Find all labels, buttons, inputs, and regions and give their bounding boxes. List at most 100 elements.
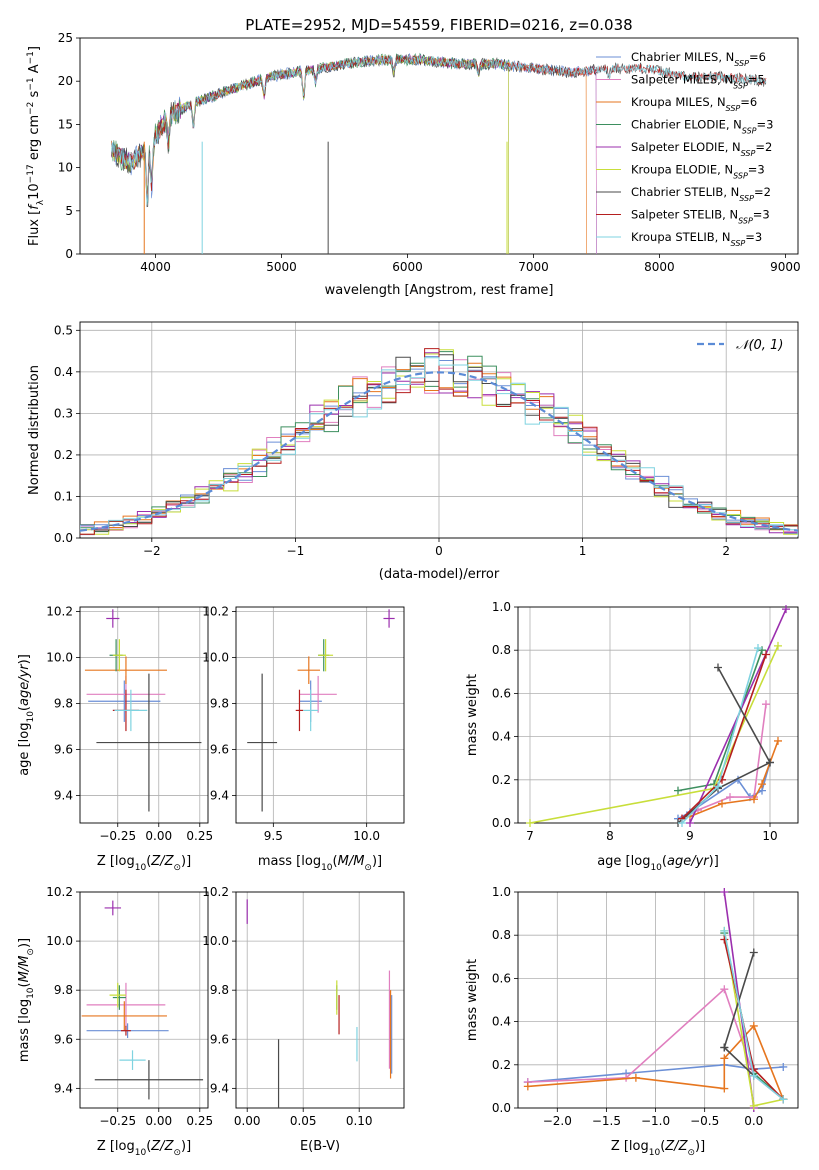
x-tick-label: 7000	[518, 260, 549, 274]
y-tick-label: 5	[65, 204, 73, 218]
y-tick-label: 0.2	[492, 1058, 511, 1072]
x-tick-label: −1	[287, 544, 305, 558]
y-tick-label: 9.8	[54, 697, 73, 711]
mass-weight-marker	[749, 948, 758, 957]
y-tick-label: 10.2	[46, 885, 73, 899]
x-axis-label: E(B-V)	[300, 1139, 340, 1154]
mass-weight-marker	[758, 780, 766, 789]
x-tick-label: 0.0	[744, 1114, 763, 1128]
x-tick-label: 0.25	[186, 829, 213, 843]
figure-title: PLATE=2952, MJD=54559, FIBERID=0216, z=0…	[245, 16, 632, 34]
y-tick-label: 10.0	[46, 651, 73, 665]
legend-label: Salpeter MILES, NSSP=5	[631, 73, 765, 91]
y-tick-label: 0.0	[54, 531, 73, 545]
mass-weight-marker	[526, 819, 534, 827]
y-tick-label: 10.2	[46, 605, 73, 619]
axes-frame	[517, 891, 799, 1109]
y-tick-label: 9.6	[54, 1032, 73, 1046]
spectrum-panel: 4000 5000 6000 7000 8000 9000 0 5 10 15 20 25 Chabri…	[26, 31, 801, 298]
x-tick-label: −1.0	[641, 1114, 670, 1128]
x-tick-label: 0.25	[186, 1114, 213, 1128]
x-tick-label: −0.25	[99, 1114, 136, 1128]
y-tick-label: 10.2	[202, 885, 229, 899]
mass-weight-marker	[762, 650, 770, 659]
x-tick-label: 7	[526, 829, 534, 843]
x-tick-label: 0	[435, 544, 443, 558]
y-tick-label: 0.0	[492, 816, 511, 830]
mass-weight-marker	[720, 888, 729, 896]
x-tick-label: 0.10	[346, 1114, 373, 1128]
mass-weight-marker	[720, 985, 729, 994]
mass-weight-marker	[718, 799, 726, 808]
x-tick-label: −2	[143, 544, 161, 558]
mass-weight-marker	[749, 1071, 758, 1080]
x-axis-label: Z [log10(Z/Z⊙)]	[97, 1139, 191, 1158]
x-tick-label: −0.5	[690, 1114, 719, 1128]
axes-frame	[79, 891, 209, 1109]
mass-weight-marker	[782, 605, 790, 614]
y-tick-label: 10.0	[46, 934, 73, 948]
y-tick-label: 9.4	[210, 788, 229, 802]
y-axis-label: mass weight	[465, 959, 480, 1041]
y-tick-label: 9.8	[210, 983, 229, 997]
legend-label: 𝒩(0, 1)	[736, 338, 783, 353]
x-tick-label: 10	[762, 829, 777, 843]
y-tick-label: 9.4	[54, 1081, 73, 1095]
y-tick-label: 0	[65, 247, 73, 261]
y-axis-label: Flux [fλ10−17 erg cm−2 s−1 A−1]	[26, 46, 46, 246]
mass-weight-marker	[754, 644, 762, 653]
mass-weight-marker	[720, 1043, 729, 1052]
x-tick-label: 2	[722, 544, 730, 558]
mass-weight-marker	[779, 1095, 788, 1104]
mass-weight-vs-age-panel: 7 8 9 10 0.0 0.2 0.4 0.6 0.8 1.0 age [log10(age/yr…	[465, 600, 799, 873]
y-tick-label: 9.6	[54, 742, 73, 756]
x-tick-label: 1	[579, 544, 587, 558]
y-tick-label: 9.8	[210, 697, 229, 711]
y-axis-label: Normed distribution	[27, 365, 42, 495]
mass-weight-marker	[779, 1062, 788, 1071]
legend-label: Salpeter STELIB, NSSP=3	[631, 208, 770, 226]
axes-frame	[79, 606, 209, 824]
spectrum-line	[111, 54, 767, 205]
y-tick-label: 10.0	[202, 934, 229, 948]
mass-weight-marker	[774, 641, 782, 650]
x-axis-label: age [log10(age/yr)]	[597, 854, 719, 873]
mass-weight-marker	[631, 1073, 640, 1082]
x-tick-label: 8	[606, 829, 614, 843]
y-tick-label: 0.2	[54, 448, 73, 462]
y-tick-label: 15	[58, 117, 73, 131]
axes-frame	[517, 606, 799, 824]
legend-label: Salpeter ELODIE, NSSP=2	[631, 140, 772, 158]
x-tick-label: −0.25	[99, 829, 136, 843]
y-axis-label: age [log10(age/yr)]	[17, 654, 36, 776]
mass-weight-marker	[674, 786, 682, 795]
x-tick-label: −1.5	[592, 1114, 621, 1128]
x-axis-label: Z [log10(Z/Z⊙)]	[611, 1139, 705, 1158]
mass-weight-marker	[720, 1054, 729, 1063]
y-tick-label: 0.2	[492, 773, 511, 787]
y-tick-label: 0.6	[492, 971, 511, 985]
legend-label: Chabrier ELODIE, NSSP=3	[631, 118, 773, 136]
mass-weight-marker	[720, 935, 729, 944]
mass-vs-metallicity-panel: −0.25 0.00 0.25 9.4 9.6 9.8 10.0 10.2 Z [log10(Z…	[17, 885, 213, 1158]
x-tick-label: 8000	[644, 260, 675, 274]
axes-frame	[79, 37, 799, 255]
x-tick-label: 4000	[140, 260, 171, 274]
y-tick-label: 0.4	[492, 1015, 511, 1029]
y-tick-label: 0.4	[492, 730, 511, 744]
mass-weight-marker	[686, 819, 694, 827]
x-tick-label: −2.0	[543, 1114, 572, 1128]
x-tick-label: 0.00	[145, 829, 172, 843]
y-tick-label: 9.6	[210, 1032, 229, 1046]
x-tick-label: 0.00	[234, 1114, 261, 1128]
axes-frame	[79, 321, 799, 539]
y-axis-label: mass [log10(M/M⊙)]	[17, 938, 36, 1062]
x-axis-label: wavelength [Angstrom, rest frame]	[325, 283, 554, 298]
y-tick-label: 9.4	[54, 788, 73, 802]
y-tick-label: 0.5	[54, 323, 73, 337]
y-tick-label: 0.4	[54, 365, 73, 379]
y-tick-label: 10	[58, 161, 73, 175]
x-tick-label: 9.5	[264, 829, 283, 843]
mass-weight-marker	[749, 1101, 758, 1110]
